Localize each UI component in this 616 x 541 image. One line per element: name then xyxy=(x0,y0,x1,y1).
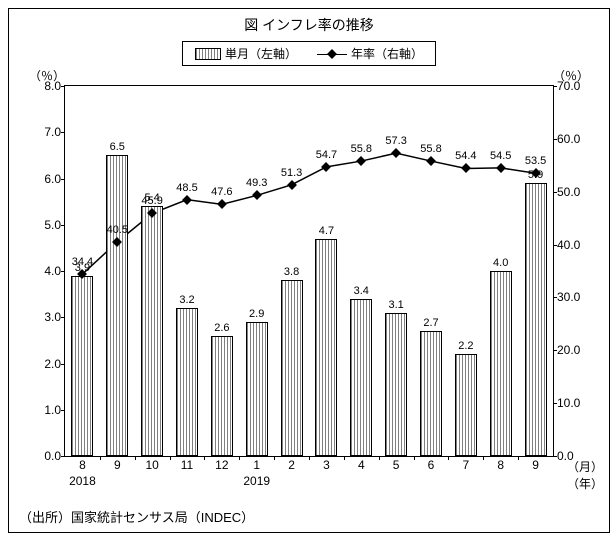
chart-frame: 図 インフレ率の推移 単月（左軸） 年率（右軸） （％） （％） （月）（年） … xyxy=(8,8,610,533)
y-right-tick: 50.0 xyxy=(553,185,580,199)
line-label: 57.3 xyxy=(385,135,406,150)
line-label: 54.5 xyxy=(490,150,511,165)
bar xyxy=(176,308,198,456)
bar-label: 2.6 xyxy=(214,322,229,334)
x-tick-label: 9 xyxy=(532,456,539,472)
bar xyxy=(315,239,337,456)
line-label: 47.6 xyxy=(211,186,232,201)
legend-line-label: 年率（右軸） xyxy=(351,45,423,62)
y-right-tick: 40.0 xyxy=(553,238,580,252)
bar-swatch-icon xyxy=(195,48,221,60)
y-right-tick: 70.0 xyxy=(553,79,580,93)
bar xyxy=(141,206,163,456)
line-series xyxy=(65,86,553,456)
bar-label: 3.1 xyxy=(388,299,403,311)
bar-label: 4.7 xyxy=(319,225,334,237)
bar xyxy=(525,183,547,456)
year-label: 2019 xyxy=(243,456,270,488)
y-right-tick: 60.0 xyxy=(553,132,580,146)
line-label: 53.5 xyxy=(525,155,546,170)
bar-label: 6.5 xyxy=(110,141,125,153)
bar-label: 3.4 xyxy=(354,285,369,297)
source-label: （出所）国家統計センサス局（INDEC） xyxy=(19,507,254,526)
bar xyxy=(246,322,268,456)
x-tick-label: 9 xyxy=(114,456,121,472)
line-label: 54.4 xyxy=(455,150,476,165)
bar xyxy=(455,354,477,456)
x-tick-label: 10 xyxy=(145,456,158,472)
line-label: 45.9 xyxy=(141,195,162,210)
bar-label: 2.9 xyxy=(249,308,264,320)
bar-label: 2.2 xyxy=(458,340,473,352)
x-tick-label: 5 xyxy=(393,456,400,472)
line-label: 49.3 xyxy=(246,177,267,192)
bar xyxy=(350,299,372,456)
bar-label: 3.8 xyxy=(284,266,299,278)
legend-line: 年率（右軸） xyxy=(317,45,423,62)
y-right-tick: 20.0 xyxy=(553,343,580,357)
legend-bar-label: 単月（左軸） xyxy=(225,45,297,62)
legend-bar: 単月（左軸） xyxy=(195,45,297,62)
x-tick-label: 3 xyxy=(323,456,330,472)
bar-label: 3.2 xyxy=(179,294,194,306)
y-right-tick: 10.0 xyxy=(553,396,580,410)
line-label: 34.4 xyxy=(72,256,93,271)
bar-label: 4.0 xyxy=(493,257,508,269)
line-label: 55.8 xyxy=(420,143,441,158)
bar xyxy=(385,313,407,456)
y-right-tick: 30.0 xyxy=(553,290,580,304)
bar xyxy=(281,280,303,456)
line-label: 40.5 xyxy=(107,224,128,239)
x-tick-label: 8 xyxy=(497,456,504,472)
x-tick-label: 11 xyxy=(181,456,193,472)
bar-label: 2.7 xyxy=(423,317,438,329)
year-label: 2018 xyxy=(69,456,96,488)
bar xyxy=(420,331,442,456)
x-tick-label: 6 xyxy=(428,456,435,472)
line-label: 48.5 xyxy=(176,182,197,197)
bar xyxy=(211,336,233,456)
bar xyxy=(490,271,512,456)
x-tick-label: 7 xyxy=(463,456,470,472)
x-tick-label: 4 xyxy=(358,456,365,472)
x-tick-label: 12 xyxy=(215,456,228,472)
line-label: 54.7 xyxy=(316,149,337,164)
line-label: 51.3 xyxy=(281,167,302,182)
chart-title: 図 インフレ率の推移 xyxy=(9,9,609,35)
bar xyxy=(106,155,128,456)
line-swatch-icon xyxy=(317,48,347,60)
plot-area: （月）（年） 0.01.02.03.04.05.06.07.08.00.010.… xyxy=(64,85,554,457)
bar xyxy=(71,276,93,456)
legend: 単月（左軸） 年率（右軸） xyxy=(182,41,436,66)
line-label: 55.8 xyxy=(351,143,372,158)
x-tick-label: 2 xyxy=(288,456,295,472)
